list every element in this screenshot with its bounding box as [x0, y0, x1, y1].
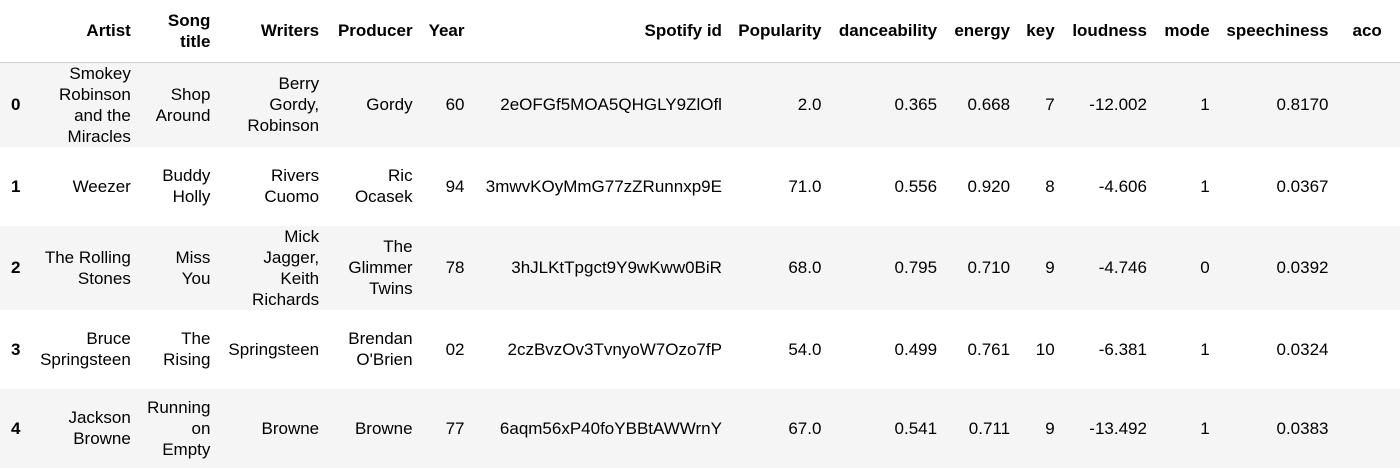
cell-popularity: 54.0 — [788, 339, 822, 359]
cell-producer: Browne — [354, 418, 413, 438]
cell-loudness: -6.381 — [1098, 339, 1147, 359]
table-row: 4 Jackson Browne Running on Empty Browne… — [0, 388, 1400, 468]
cell-spotify-id: 2eOFGf5MOA5QHGLY9ZlOfl — [500, 95, 722, 114]
cell-year: 02 — [445, 339, 465, 359]
cell-truncated — [1336, 62, 1400, 147]
cell-spotify-id: 6aqm56xP40foYBBtAWWrnY — [499, 418, 722, 438]
cell-mode: 1 — [1200, 418, 1210, 438]
cell-spotify-id: 2czBvzOv3TvnyoW7Ozo7fP — [507, 339, 722, 359]
cell-mode: 1 — [1200, 339, 1210, 359]
cell-year: 77 — [445, 418, 465, 438]
cell-key: 9 — [1045, 258, 1055, 277]
header-popularity: Popularity — [729, 0, 830, 63]
cell-speechiness: 0.0324 — [1276, 339, 1329, 359]
cell-key: 9 — [1045, 418, 1055, 438]
cell-truncated — [1336, 147, 1400, 226]
row-index: 0 — [11, 95, 21, 114]
cell-key: 8 — [1045, 176, 1055, 196]
cell-popularity: 2.0 — [797, 95, 822, 114]
cell-artist: Jackson Browne — [68, 408, 131, 448]
row-index: 3 — [11, 339, 21, 359]
cell-song-title: Buddy Holly — [162, 166, 211, 206]
cell-writers: Browne — [261, 418, 320, 438]
row-index: 4 — [11, 418, 21, 438]
cell-song-title: Running on Empty — [147, 397, 211, 459]
table-row: 1 Weezer Buddy Holly Rivers Cuomo Ric Oc… — [0, 146, 1400, 226]
cell-popularity: 68.0 — [788, 258, 822, 277]
cell-danceability: 0.556 — [894, 176, 938, 196]
cell-writers: Mick Jagger, Keith Richards — [252, 226, 320, 309]
cell-artist: Bruce Springsteen — [40, 329, 131, 369]
cell-danceability: 0.499 — [894, 339, 938, 359]
header-writers: Writers — [218, 0, 328, 63]
cell-loudness: -13.492 — [1089, 418, 1147, 438]
header-artist: Artist — [32, 0, 139, 63]
cell-year: 78 — [445, 258, 465, 277]
cell-writers: Springsteen — [228, 339, 320, 359]
cell-producer: Ric Ocasek — [354, 166, 413, 206]
cell-danceability: 0.795 — [894, 258, 938, 277]
cell-speechiness: 0.0392 — [1276, 258, 1329, 277]
cell-speechiness: 0.0367 — [1276, 176, 1329, 196]
cell-loudness: -4.746 — [1098, 258, 1147, 277]
cell-popularity: 71.0 — [788, 176, 822, 196]
header-key: key — [1018, 0, 1063, 63]
cell-producer: Brendan O'Brien — [348, 329, 413, 369]
header-year: Year — [420, 0, 473, 63]
cell-speechiness: 0.0383 — [1276, 418, 1329, 438]
header-index — [0, 0, 33, 63]
table-row: 3 Bruce Springsteen The Rising Springste… — [0, 309, 1400, 389]
cell-producer: Gordy — [366, 95, 413, 114]
cell-song-title: Miss You — [175, 247, 211, 288]
cell-spotify-id: 3mwvKOyMmG77zZRunnxp9E — [485, 176, 722, 196]
cell-speechiness: 0.8170 — [1276, 95, 1329, 114]
cell-energy: 0.710 — [967, 258, 1011, 277]
cell-key: 10 — [1035, 339, 1055, 359]
cell-year: 94 — [445, 176, 465, 196]
cell-writers: Berry Gordy, Robinson — [247, 74, 320, 135]
cell-spotify-id: 3hJLKtTpgct9Y9wKww0BiR — [511, 258, 722, 277]
cell-energy: 0.920 — [967, 176, 1011, 196]
header-mode: mode — [1154, 0, 1218, 63]
cell-energy: 0.668 — [967, 95, 1011, 114]
cell-loudness: -12.002 — [1089, 95, 1147, 114]
header-spotify-id: Spotify id — [472, 0, 730, 63]
cell-truncated — [1336, 226, 1400, 310]
cell-key: 7 — [1045, 95, 1055, 114]
cell-truncated — [1336, 310, 1400, 389]
cell-year: 60 — [445, 95, 465, 114]
cell-song-title: Shop Around — [155, 84, 211, 125]
cell-artist: Weezer — [72, 176, 131, 196]
header-speechiness: speechiness — [1217, 0, 1337, 63]
cell-mode: 1 — [1200, 176, 1210, 196]
row-index: 2 — [11, 258, 21, 277]
cell-loudness: -4.606 — [1098, 176, 1147, 196]
cell-writers: Rivers Cuomo — [264, 166, 320, 206]
table-row: 2 The Rolling Stones Miss You Mick Jagge… — [0, 225, 1400, 310]
header-danceability: danceability — [829, 0, 946, 63]
table-row: 0 Smokey Robinson and the Miracles Shop … — [0, 62, 1400, 147]
cell-producer: The Glimmer Twins — [348, 237, 413, 298]
cell-energy: 0.761 — [967, 339, 1011, 359]
header-energy: energy — [945, 0, 1019, 63]
cell-artist: The Rolling Stones — [44, 247, 131, 288]
cell-truncated — [1336, 389, 1400, 468]
cell-mode: 1 — [1200, 95, 1210, 114]
header-loudness: loudness — [1062, 0, 1155, 63]
cell-popularity: 67.0 — [788, 418, 822, 438]
cell-danceability: 0.541 — [894, 418, 938, 438]
cell-energy: 0.711 — [968, 418, 1011, 438]
header-acousticness-truncated: aco — [1336, 0, 1400, 63]
cell-danceability: 0.365 — [894, 95, 938, 114]
cell-song-title: The Rising — [163, 329, 211, 369]
cell-mode: 0 — [1200, 258, 1210, 277]
header-producer: Producer — [327, 0, 421, 63]
header-row: Artist Song title Writers Producer Year … — [0, 0, 1400, 63]
header-song-title: Song title — [138, 0, 219, 63]
cell-artist: Smokey Robinson and the Miracles — [59, 63, 131, 146]
row-index: 1 — [11, 176, 21, 196]
